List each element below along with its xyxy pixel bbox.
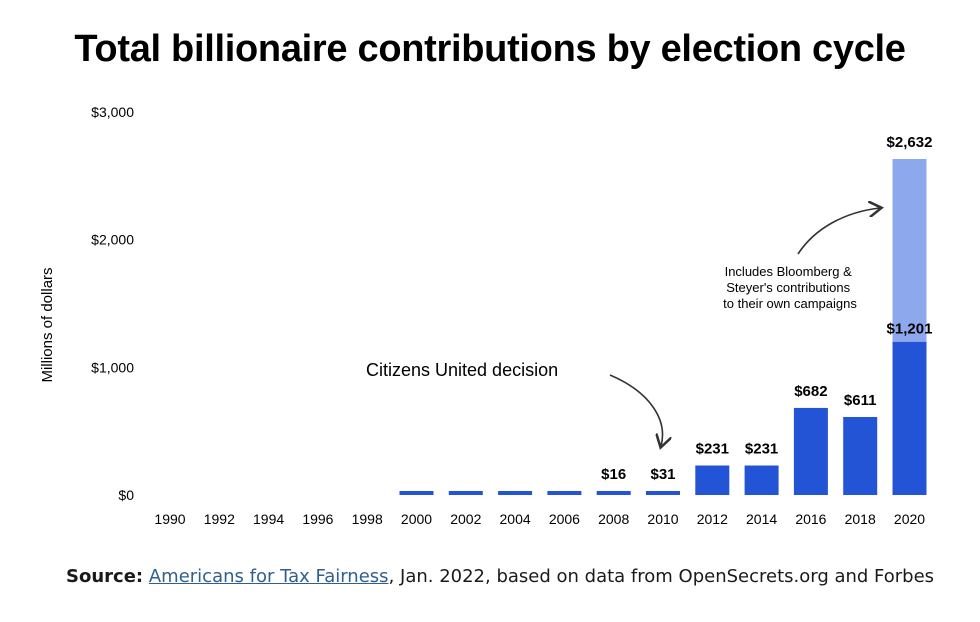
- bar-2010: [646, 491, 680, 495]
- y-tick-label: $2,000: [91, 232, 134, 248]
- bar-2014: [744, 465, 779, 495]
- bar-2018: [843, 416, 878, 495]
- data-label: $682: [794, 383, 827, 400]
- x-tick-label: 2008: [598, 511, 629, 527]
- data-label: $31: [650, 466, 675, 483]
- source-link[interactable]: Americans for Tax Fairness: [148, 566, 389, 587]
- bar-2020-self-funding: [892, 158, 927, 342]
- source-note: Source: Americans for Tax Fairness, Jan.…: [66, 566, 934, 587]
- source-label: Source:: [66, 566, 144, 587]
- x-tick-label: 1994: [253, 511, 284, 527]
- x-tick-label: 2006: [549, 511, 580, 527]
- y-tick-label: $0: [118, 487, 134, 503]
- data-label: $231: [696, 441, 729, 458]
- bloomberg-annotation-line-3: to their own campaigns: [723, 296, 857, 311]
- data-label: $231: [745, 441, 778, 458]
- x-tick-label: 2002: [450, 511, 481, 527]
- bloomberg-annotation-line-1: Includes Bloomberg &: [725, 264, 853, 279]
- bloomberg-arrow: [797, 208, 880, 255]
- citizens-united-annotation: Citizens United decision: [366, 360, 558, 380]
- x-tick-label: 1996: [302, 511, 333, 527]
- bloomberg-annotation: Includes Bloomberg & Steyer's contributi…: [723, 264, 857, 311]
- x-tick-label: 2010: [647, 511, 678, 527]
- data-label: $16: [601, 466, 626, 483]
- data-label: $611: [844, 392, 877, 409]
- y-tick-label: $3,000: [91, 104, 134, 120]
- data-label: $2,632: [887, 134, 933, 151]
- y-tick-label: $1,000: [91, 359, 134, 375]
- bar-2012: [695, 465, 730, 495]
- bar-2020: [892, 341, 927, 495]
- x-tick-label: 1992: [204, 511, 235, 527]
- bar-2000: [399, 491, 434, 495]
- bar-2002: [448, 491, 483, 495]
- y-axis-label: Millions of dollars: [39, 267, 56, 382]
- source-text: , Jan. 2022, based on data from OpenSecr…: [388, 566, 935, 587]
- chart-title: Total billionaire contributions by elect…: [74, 28, 906, 70]
- citizens-united-arrow: [609, 374, 662, 446]
- bloomberg-annotation-line-2: Steyer's contributions: [726, 280, 850, 295]
- x-tick-label: 2000: [401, 511, 432, 527]
- bar-2008: [596, 491, 631, 495]
- x-tick-label: 2018: [845, 511, 876, 527]
- bar-2006: [547, 491, 582, 495]
- x-tick-label: 2016: [795, 511, 826, 527]
- bar-chart: Millions of dollars $0 $1,000 $2,000 $3,000…: [39, 104, 933, 527]
- x-tick-label: 1998: [352, 511, 383, 527]
- bar-2004: [498, 491, 533, 495]
- x-tick-label: 2020: [894, 511, 925, 527]
- x-tick-label: 1990: [154, 511, 185, 527]
- data-label: $1,201: [887, 321, 933, 338]
- bar-2016: [793, 407, 828, 495]
- x-tick-label: 2012: [697, 511, 728, 527]
- x-tick-label: 2004: [500, 511, 531, 527]
- x-tick-label: 2014: [746, 511, 777, 527]
